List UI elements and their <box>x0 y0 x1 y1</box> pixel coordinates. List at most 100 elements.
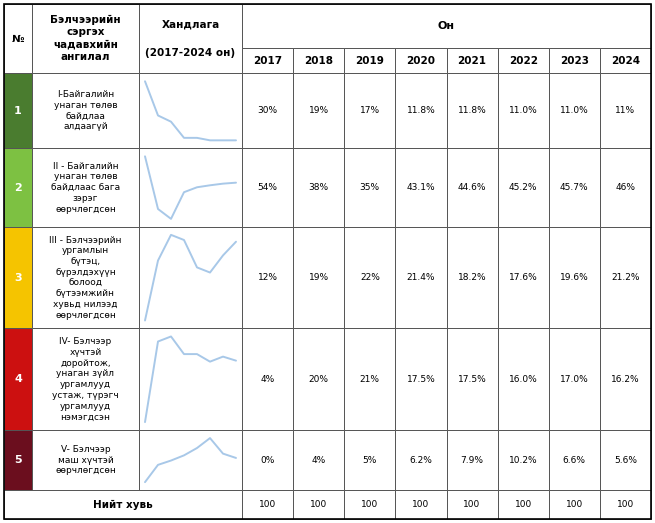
Text: 54%: 54% <box>257 183 278 192</box>
Bar <box>4 328 32 430</box>
Text: 5: 5 <box>14 455 22 465</box>
Bar <box>498 149 549 227</box>
Text: 2023: 2023 <box>560 55 589 65</box>
Text: 11.0%: 11.0% <box>560 106 589 115</box>
Text: 16.2%: 16.2% <box>611 375 640 384</box>
Text: 21.4%: 21.4% <box>407 273 435 282</box>
Bar <box>293 490 345 519</box>
Text: 45.7%: 45.7% <box>560 183 589 192</box>
Bar <box>139 328 242 430</box>
Bar <box>4 4 32 73</box>
Bar <box>242 4 651 48</box>
Text: 100: 100 <box>412 500 430 509</box>
Bar <box>242 48 293 73</box>
Text: 12%: 12% <box>257 273 278 282</box>
Text: 4: 4 <box>14 374 22 384</box>
Text: 30%: 30% <box>257 106 278 115</box>
Text: 2017: 2017 <box>253 55 282 65</box>
Text: №: № <box>12 33 24 43</box>
Text: III - Бэлчээрийн
ургамлын
бүтэц,
бүрэлдэхүүн
болоод
бүтээмжийн
хувьд нилээд
өөрч: III - Бэлчээрийн ургамлын бүтэц, бүрэлдэ… <box>49 235 122 320</box>
Bar <box>447 48 498 73</box>
Text: 20%: 20% <box>309 375 329 384</box>
Text: 1: 1 <box>14 106 22 116</box>
Text: 21.2%: 21.2% <box>611 273 640 282</box>
Text: 5%: 5% <box>363 456 377 464</box>
Bar <box>345 328 396 430</box>
Bar <box>293 328 345 430</box>
Text: 100: 100 <box>310 500 328 509</box>
Text: 17.6%: 17.6% <box>509 273 538 282</box>
Bar <box>242 73 293 149</box>
Text: 4%: 4% <box>312 456 326 464</box>
Text: 19%: 19% <box>309 273 329 282</box>
Bar <box>600 490 651 519</box>
Bar <box>549 48 600 73</box>
Text: 2020: 2020 <box>407 55 436 65</box>
Bar <box>396 227 447 328</box>
Text: 100: 100 <box>361 500 379 509</box>
Text: 6.2%: 6.2% <box>409 456 432 464</box>
Bar <box>139 149 242 227</box>
Bar <box>549 227 600 328</box>
Text: Он: Он <box>438 21 455 31</box>
Text: 11.0%: 11.0% <box>509 106 538 115</box>
Bar <box>242 227 293 328</box>
Bar <box>32 328 139 430</box>
Bar <box>139 430 242 490</box>
Text: 2018: 2018 <box>304 55 333 65</box>
Bar <box>293 430 345 490</box>
Text: 17.0%: 17.0% <box>560 375 589 384</box>
Bar <box>139 73 242 149</box>
Text: 43.1%: 43.1% <box>407 183 436 192</box>
Bar <box>293 48 345 73</box>
Text: 2019: 2019 <box>356 55 384 65</box>
Bar <box>242 490 293 519</box>
Bar <box>139 227 242 328</box>
Text: Бэлчээрийн
сэргэх
чадавхийн
ангилал: Бэлчээрийн сэргэх чадавхийн ангилал <box>50 15 121 62</box>
Bar <box>32 4 139 73</box>
Bar <box>396 48 447 73</box>
Bar <box>600 149 651 227</box>
Bar <box>396 73 447 149</box>
Text: 11.8%: 11.8% <box>407 106 436 115</box>
Bar <box>600 227 651 328</box>
Bar <box>396 149 447 227</box>
Bar <box>549 430 600 490</box>
Text: 100: 100 <box>259 500 276 509</box>
Text: 11.8%: 11.8% <box>458 106 487 115</box>
Bar <box>498 48 549 73</box>
Bar <box>293 227 345 328</box>
Text: 38%: 38% <box>309 183 329 192</box>
Bar <box>345 149 396 227</box>
Bar <box>549 73 600 149</box>
Text: 17.5%: 17.5% <box>458 375 487 384</box>
Bar <box>498 490 549 519</box>
Bar <box>32 73 139 149</box>
Text: 19%: 19% <box>309 106 329 115</box>
Bar <box>4 227 32 328</box>
Text: 10.2%: 10.2% <box>509 456 538 464</box>
Text: 3: 3 <box>14 272 22 282</box>
Text: 19.6%: 19.6% <box>560 273 589 282</box>
Bar <box>4 73 32 149</box>
Bar <box>498 328 549 430</box>
Text: 11%: 11% <box>616 106 635 115</box>
Bar <box>447 149 498 227</box>
Bar <box>396 328 447 430</box>
Text: 2022: 2022 <box>509 55 538 65</box>
Bar <box>600 430 651 490</box>
Text: 100: 100 <box>515 500 532 509</box>
Text: 17%: 17% <box>360 106 380 115</box>
Text: 35%: 35% <box>360 183 380 192</box>
Bar <box>345 227 396 328</box>
Text: 2024: 2024 <box>611 55 640 65</box>
Text: 100: 100 <box>617 500 634 509</box>
Bar <box>498 430 549 490</box>
Bar <box>293 149 345 227</box>
Text: 45.2%: 45.2% <box>509 183 538 192</box>
Bar <box>242 430 293 490</box>
Text: 44.6%: 44.6% <box>458 183 486 192</box>
Bar <box>293 73 345 149</box>
Text: II - Байгалийн
унаган төлөв
байдлаас бага
зэрэг
өөрчлөгдсөн: II - Байгалийн унаган төлөв байдлаас баг… <box>51 162 120 213</box>
Bar <box>32 430 139 490</box>
